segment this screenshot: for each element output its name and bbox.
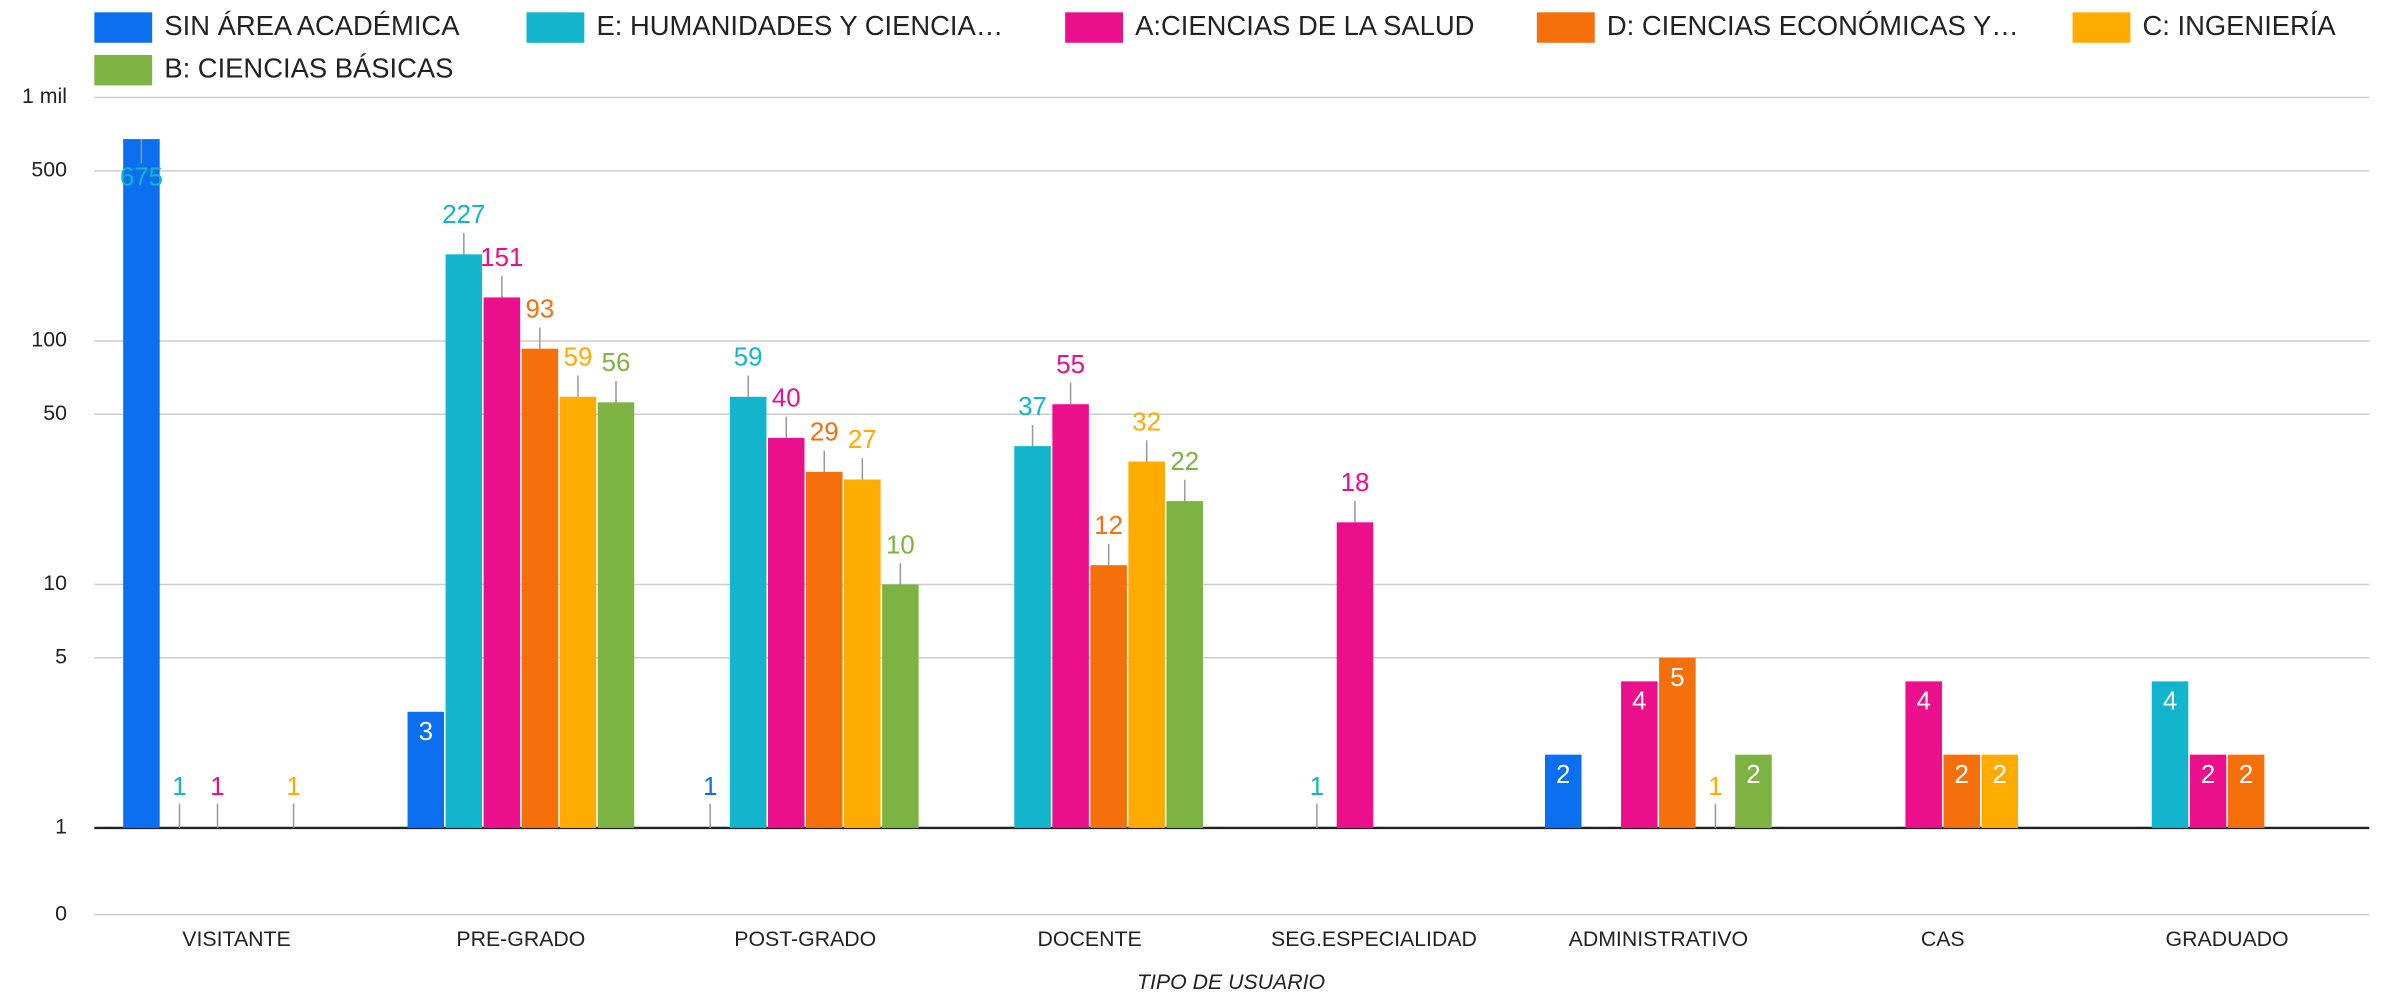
legend-label: SIN ÁREA ACADÉMICA <box>164 10 460 41</box>
bar <box>1052 404 1089 828</box>
data-label: 3 <box>419 718 433 746</box>
x-axis-title: TIPO DE USUARIO <box>1137 970 1325 994</box>
data-label: 2 <box>1556 761 1570 789</box>
data-label: 55 <box>1056 351 1085 379</box>
bar <box>597 402 635 828</box>
data-label: 2 <box>1993 761 2007 789</box>
data-label: 5 <box>1670 664 1684 692</box>
bar <box>1544 754 1582 828</box>
bar <box>407 711 445 828</box>
data-label: 56 <box>602 349 631 377</box>
bar <box>1014 446 1051 828</box>
bar <box>844 479 881 828</box>
bar <box>123 139 160 828</box>
legend-swatch <box>94 12 153 43</box>
bar <box>1090 565 1127 828</box>
data-label: 37 <box>1018 393 1047 421</box>
x-tick-label: POST-GRADO <box>734 927 876 951</box>
bar <box>1659 657 1696 828</box>
bar <box>1735 754 1772 828</box>
data-label: 10 <box>886 531 915 559</box>
data-label: 2 <box>2239 761 2253 789</box>
bar <box>2151 681 2189 828</box>
data-label: 151 <box>480 244 523 272</box>
data-label: 1 <box>286 773 300 801</box>
bar <box>767 437 805 828</box>
bar <box>1943 754 1980 828</box>
data-label: 1 <box>1708 773 1722 801</box>
bar <box>1621 681 1658 828</box>
data-label: 12 <box>1094 512 1123 540</box>
data-label: 32 <box>1132 408 1161 436</box>
bar <box>1336 522 1374 828</box>
x-tick-label: CAS <box>1921 927 1965 951</box>
data-label: 1 <box>1310 773 1324 801</box>
data-label: 40 <box>772 385 801 413</box>
bar <box>2189 754 2227 828</box>
data-label: 22 <box>1170 448 1199 476</box>
data-label: 4 <box>1632 687 1646 715</box>
data-label: 1 <box>210 773 224 801</box>
y-tick-label: 10 <box>43 571 67 595</box>
legend-label: C: INGENIERÍA <box>2143 10 2337 41</box>
bar <box>729 396 767 828</box>
x-tick-label: SEG.ESPECIALIDAD <box>1271 927 1477 951</box>
bar <box>483 297 521 828</box>
bar <box>445 254 483 828</box>
data-label: 1 <box>703 773 717 801</box>
y-tick-label: 5 <box>55 644 67 668</box>
data-label: 2 <box>1955 761 1969 789</box>
legend-swatch <box>526 12 585 43</box>
bar <box>806 471 843 828</box>
data-label: 59 <box>734 344 763 372</box>
legend-label: B: CIENCIAS BÁSICAS <box>164 52 453 83</box>
data-label: 4 <box>2163 687 2177 715</box>
x-tick-label: GRADUADO <box>2166 927 2289 951</box>
y-tick-label: 100 <box>31 328 67 352</box>
bar <box>1905 681 1942 828</box>
y-tick-label: 0 <box>55 901 67 925</box>
x-tick-label: PRE-GRADO <box>456 927 585 951</box>
data-label: 93 <box>526 295 555 323</box>
legend-label: D: CIENCIAS ECONÓMICAS Y… <box>1607 10 2019 41</box>
bar <box>1166 501 1203 828</box>
y-tick-label: 500 <box>31 157 67 181</box>
legend-swatch <box>2072 12 2131 43</box>
data-label: 2 <box>1746 761 1760 789</box>
data-label: 4 <box>1916 687 1930 715</box>
data-label: 1 <box>172 773 186 801</box>
y-tick-label: 1 <box>55 815 67 839</box>
legend-swatch <box>1065 12 1124 43</box>
x-tick-label: ADMINISTRATIVO <box>1569 927 1748 951</box>
y-tick-label: 50 <box>43 401 67 425</box>
bar <box>882 584 919 828</box>
data-label: 59 <box>564 344 593 372</box>
bar <box>559 396 597 828</box>
bar <box>521 348 559 828</box>
data-label: 18 <box>1341 469 1370 497</box>
legend-swatch <box>1536 12 1595 43</box>
y-tick-label: 1 mil <box>22 84 67 108</box>
x-tick-label: VISITANTE <box>182 927 290 951</box>
data-label: 2 <box>2201 761 2215 789</box>
data-label: 29 <box>810 419 839 447</box>
x-tick-label: DOCENTE <box>1038 927 1142 951</box>
legend-label: E: HUMANIDADES Y CIENCIA… <box>596 10 1003 41</box>
data-label: 675 <box>120 163 163 191</box>
bar <box>2227 754 2265 828</box>
bar <box>1128 461 1165 828</box>
legend-swatch <box>94 54 153 86</box>
data-label: 27 <box>848 426 877 454</box>
data-label: 227 <box>442 201 485 229</box>
bar <box>1981 754 2019 828</box>
legend-label: A:CIENCIAS DE LA SALUD <box>1135 10 1474 41</box>
